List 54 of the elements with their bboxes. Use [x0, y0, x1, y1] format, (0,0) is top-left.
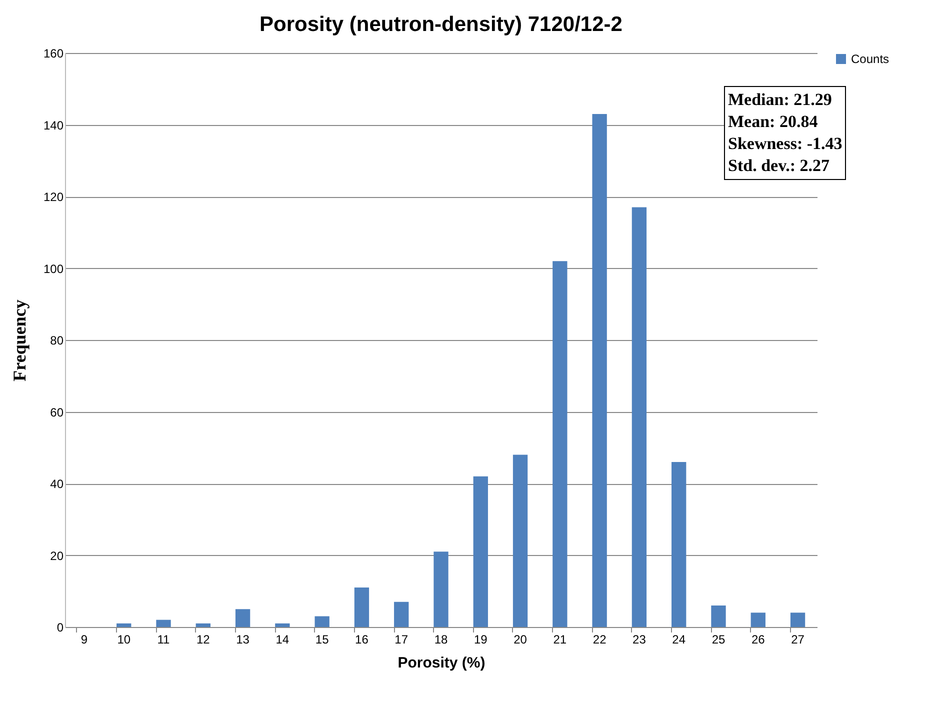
- annotation: Mean: 20.84: [728, 111, 819, 133]
- y-tick-label: 80: [50, 334, 64, 348]
- chart-title: Porosity (neutron-density) 7120/12-2: [260, 13, 622, 36]
- y-tick-label: 20: [50, 548, 64, 563]
- x-tick-label: 19: [474, 632, 488, 646]
- bar: [672, 462, 686, 627]
- annotation: Median: 21.29: [728, 89, 833, 111]
- x-tick-label: 24: [672, 632, 686, 646]
- bar: [156, 620, 171, 627]
- bar: [275, 623, 290, 627]
- y-tick-label: 100: [43, 262, 64, 276]
- x-tick-label: 21: [553, 632, 567, 646]
- x-axis-title: Porosity (%): [398, 654, 486, 672]
- bar: [354, 588, 370, 627]
- x-tick-label: 16: [355, 632, 369, 646]
- x-tick-label: 11: [157, 632, 170, 646]
- bar: [750, 612, 766, 627]
- bar: [196, 623, 210, 627]
- x-tick-label: 20: [514, 632, 528, 646]
- y-tick-label: 0: [56, 620, 64, 634]
- y-tick-label: 160: [43, 46, 64, 60]
- bar: [632, 207, 647, 627]
- y-tick-label: 140: [43, 118, 64, 132]
- legend-label: Counts: [851, 52, 890, 66]
- bar: [235, 609, 250, 627]
- y-tick-label: 40: [50, 477, 64, 491]
- x-tick-label: 23: [632, 632, 646, 646]
- x-tick-label: 22: [592, 632, 607, 646]
- annotation: Skewness: -1.43: [728, 133, 842, 155]
- bar: [552, 261, 568, 627]
- x-tick-label: 26: [751, 632, 766, 646]
- x-tick-label: 10: [117, 632, 131, 646]
- x-tick-label: 14: [276, 632, 290, 646]
- y-axis-title: Frequency: [9, 300, 30, 382]
- annotation: Std. dev.: 2.27: [728, 155, 831, 177]
- bar: [592, 114, 607, 627]
- bar: [790, 612, 806, 627]
- bar: [394, 602, 409, 627]
- bar: [116, 623, 132, 627]
- y-tick-label: 120: [43, 190, 64, 204]
- x-tick-label: 13: [236, 632, 250, 646]
- y-tick-label: 60: [50, 405, 64, 420]
- bar: [473, 476, 488, 627]
- bar: [434, 552, 448, 627]
- bar: [314, 616, 330, 627]
- x-tick-label: 25: [712, 632, 726, 646]
- x-tick-label: 15: [315, 632, 330, 646]
- bar: [512, 454, 528, 627]
- x-tick-label: 27: [791, 632, 805, 646]
- x-tick-label: 12: [196, 632, 210, 646]
- x-tick-label: 18: [434, 632, 448, 646]
- bar: [711, 605, 726, 627]
- x-tick-label: 17: [394, 632, 408, 646]
- x-tick-label: 9: [80, 632, 88, 646]
